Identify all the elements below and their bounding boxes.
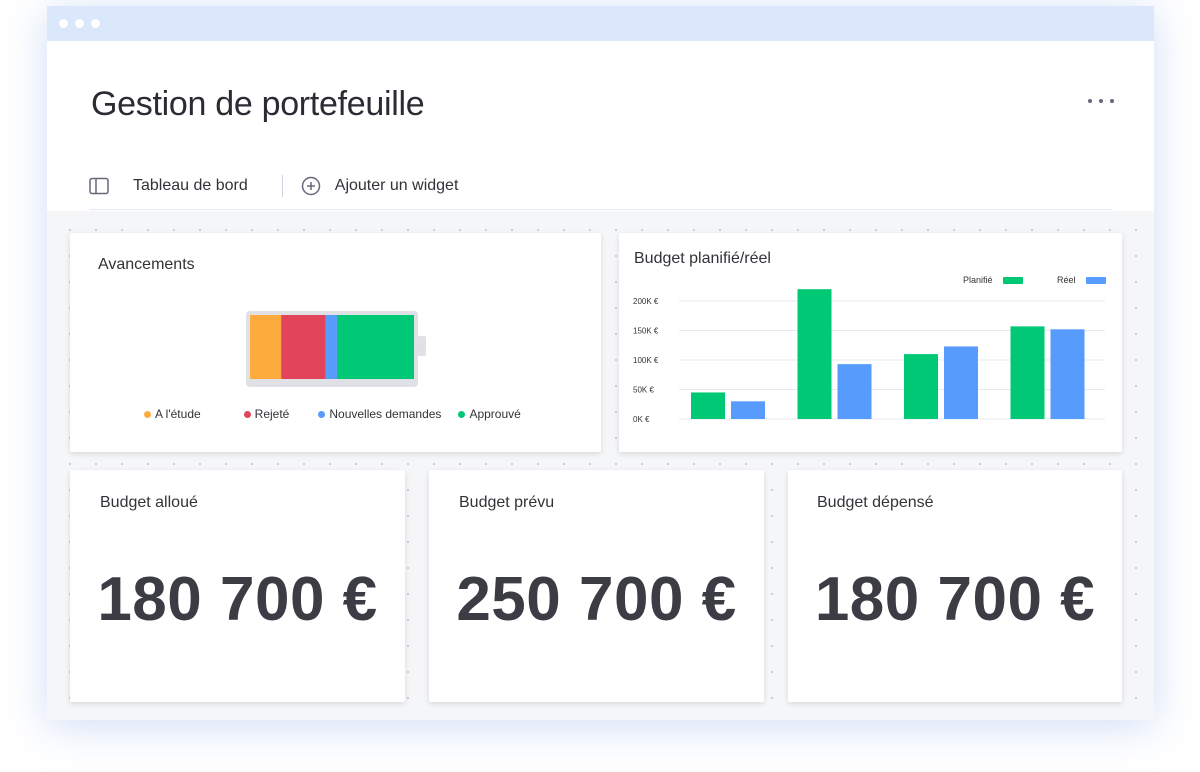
dashboard-board: Avancements A l'étude Rejeté Nouvelles d… — [47, 211, 1154, 720]
app-window: Gestion de portefeuille Tableau de bord — [47, 6, 1154, 720]
widget-title: Avancements — [98, 256, 195, 273]
kpi-card-allocated[interactable]: Budget alloué 180 700 € — [70, 470, 405, 702]
y-tick-label: 100K € — [633, 356, 659, 365]
bar-planned[interactable] — [904, 354, 938, 419]
y-tick-label: 150K € — [633, 327, 659, 336]
legend-item: Approuvé — [458, 407, 521, 421]
window-titlebar — [47, 6, 1154, 41]
kpi-title: Budget alloué — [100, 494, 198, 511]
progress-segment[interactable] — [281, 315, 326, 379]
bar-actual[interactable] — [944, 346, 978, 419]
bar-actual[interactable] — [1050, 329, 1085, 419]
y-tick-label: 0K € — [633, 415, 650, 424]
progress-battery — [246, 311, 426, 387]
chart-legend-planned: Planifié — [963, 275, 1023, 285]
legend-label: Approuvé — [469, 407, 521, 421]
legend-dot — [458, 410, 466, 418]
bar-planned[interactable] — [691, 392, 725, 419]
progress-segment[interactable] — [336, 315, 414, 379]
kpi-title: Budget prévu — [459, 494, 555, 511]
legend-item: A l'étude — [144, 407, 201, 421]
bar-actual[interactable] — [837, 364, 872, 419]
tab-dashboard[interactable]: Tableau de bord — [89, 177, 248, 195]
kpi-card-spent[interactable]: Budget dépensé 180 700 € — [788, 470, 1122, 702]
legend-swatch — [1085, 276, 1106, 284]
legend-label: Planifié — [963, 275, 993, 285]
kpi-card-planned[interactable]: Budget prévu 250 700 € — [429, 470, 764, 702]
page-title: Gestion de portefeuille — [91, 85, 425, 123]
window-dot[interactable] — [59, 19, 68, 28]
more-horizontal-icon — [1088, 99, 1092, 103]
kpi-value: 180 700 € — [97, 565, 378, 634]
view-tabs: Tableau de bord Ajouter un widget — [89, 162, 1112, 210]
y-tick-label: 200K € — [633, 297, 659, 306]
sidebar-panel-icon — [89, 177, 109, 194]
bar-actual[interactable] — [731, 401, 765, 419]
legend-label: Réel — [1057, 275, 1076, 285]
legend-item: Nouvelles demandes — [318, 407, 441, 421]
legend-label: A l'étude — [155, 407, 201, 421]
widget-title: Budget planifié/réel — [634, 250, 771, 267]
legend-swatch — [1002, 276, 1023, 284]
legend-dot — [318, 410, 326, 418]
kpi-value: 180 700 € — [814, 565, 1096, 634]
chart-legend-actual: Réel — [1057, 275, 1106, 285]
legend-item: Rejeté — [243, 407, 290, 421]
bar-planned[interactable] — [797, 289, 832, 419]
kpi-title: Budget dépensé — [817, 494, 934, 511]
tab-label: Tableau de bord — [133, 176, 248, 194]
progress-segment[interactable] — [325, 315, 337, 379]
plus-circle-icon — [301, 176, 321, 195]
window-dot[interactable] — [91, 19, 100, 28]
window-dot[interactable] — [75, 19, 84, 28]
progress-legend: A l'étude Rejeté Nouvelles demandes Appr… — [144, 407, 521, 421]
legend-dot — [144, 410, 151, 418]
budget-chart-widget[interactable]: Budget planifié/réel Planifié Réel 0K € 5… — [619, 233, 1122, 452]
bar-planned[interactable] — [1010, 326, 1045, 419]
progress-widget[interactable]: Avancements A l'étude Rejeté Nouvelles d… — [70, 233, 601, 452]
more-options-button[interactable] — [1088, 91, 1114, 111]
tab-label: Ajouter un widget — [334, 176, 459, 194]
kpi-value: 250 700 € — [456, 565, 737, 634]
page-header: Gestion de portefeuille Tableau de bord — [47, 41, 1154, 211]
tab-divider — [281, 174, 283, 197]
legend-label: Rejeté — [254, 407, 290, 421]
add-widget-button[interactable]: Ajouter un widget — [301, 176, 459, 196]
legend-label: Nouvelles demandes — [329, 407, 442, 421]
progress-segment[interactable] — [250, 315, 282, 379]
legend-dot — [243, 410, 251, 418]
battery-cap — [418, 336, 426, 356]
y-tick-label: 50K € — [633, 386, 654, 395]
bar-chart: 0K € 50K € 100K € 150K € 200K € — [633, 289, 1105, 424]
